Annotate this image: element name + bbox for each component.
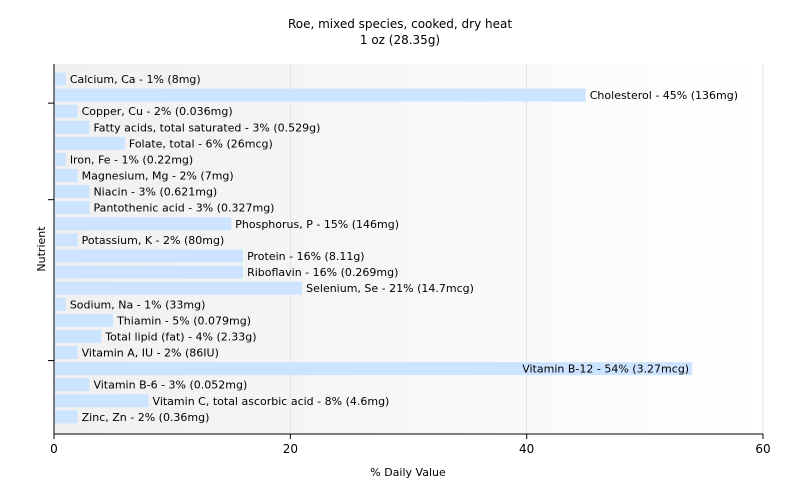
bar (55, 136, 125, 150)
bar-label: Vitamin A, IU - 2% (86IU) (82, 347, 219, 360)
bar-label: Folate, total - 6% (26mcg) (129, 137, 273, 150)
x-axis-label: % Daily Value (370, 466, 446, 479)
bar (55, 169, 78, 183)
bar-label: Vitamin B-6 - 3% (0.052mg) (93, 379, 247, 392)
chart-title: Roe, mixed species, cooked, dry heat (288, 17, 512, 31)
bar-label: Vitamin B-12 - 54% (3.27mcg) (522, 363, 689, 376)
axes: 0 20 40 60 (48, 64, 771, 456)
bar-label: Cholesterol - 45% (136mg) (590, 89, 738, 102)
bar-label: Potassium, K - 2% (80mg) (82, 234, 225, 247)
bar (55, 265, 244, 279)
bar (55, 201, 90, 215)
bar (55, 362, 693, 376)
bars (55, 72, 693, 424)
bar-label: Zinc, Zn - 2% (0.36mg) (82, 411, 210, 424)
bar-label: Calcium, Ca - 1% (8mg) (70, 73, 201, 86)
bar-label: Iron, Fe - 1% (0.22mg) (70, 153, 193, 166)
bar-label: Pantothenic acid - 3% (0.327mg) (93, 202, 274, 215)
bar-label: Vitamin C, total ascorbic acid - 8% (4.6… (153, 395, 390, 408)
bar-label: Riboflavin - 16% (0.269mg) (247, 266, 398, 279)
x-tick-label: 20 (283, 442, 298, 456)
bar-label: Phosphorus, P - 15% (146mg) (235, 218, 399, 231)
bar (55, 394, 149, 408)
bar (55, 88, 586, 102)
bar-label: Fatty acids, total saturated - 3% (0.529… (93, 121, 320, 134)
bar (55, 297, 66, 311)
bar (55, 152, 66, 166)
bar (55, 120, 90, 134)
bar (55, 410, 78, 424)
bar (55, 313, 114, 327)
bar (55, 329, 102, 343)
x-tick-label: 0 (50, 442, 58, 456)
bar-label: Thiamin - 5% (0.079mg) (116, 314, 251, 327)
x-tick-label: 40 (519, 442, 534, 456)
bar (55, 233, 78, 247)
y-axis-label: Nutrient (35, 226, 48, 272)
bar-label: Protein - 16% (8.11g) (247, 250, 365, 263)
bar (55, 249, 244, 263)
bar-label: Niacin - 3% (0.621mg) (93, 186, 217, 199)
bar-label: Selenium, Se - 21% (14.7mcg) (306, 282, 474, 295)
bar (55, 378, 90, 392)
bar (55, 217, 232, 231)
bar-label: Sodium, Na - 1% (33mg) (70, 298, 206, 311)
chart-subtitle: 1 oz (28.35g) (360, 33, 440, 47)
bar-label: Magnesium, Mg - 2% (7mg) (82, 170, 234, 183)
bar (55, 72, 66, 86)
x-tick-label: 60 (755, 442, 770, 456)
bar (55, 104, 78, 118)
bar-label: Copper, Cu - 2% (0.036mg) (82, 105, 233, 118)
bar (55, 346, 78, 360)
bar-label: Total lipid (fat) - 4% (2.33g) (104, 330, 256, 343)
bar (55, 281, 303, 295)
bar (55, 185, 90, 199)
bar-labels: Calcium, Ca - 1% (8mg) Cholesterol - 45% … (70, 73, 738, 424)
